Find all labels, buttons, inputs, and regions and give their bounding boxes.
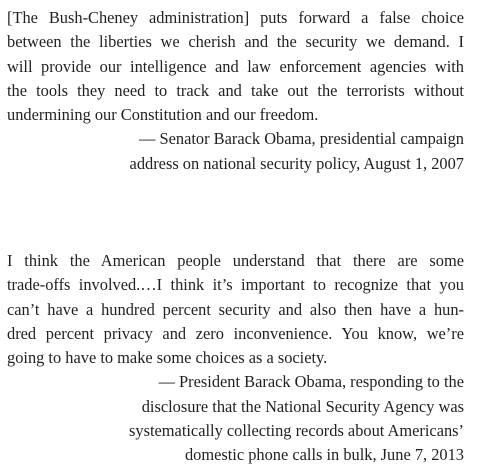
attribution-line: disclosure that the National Security Ag… xyxy=(141,396,464,416)
quote-line: going to have to make some choices as a … xyxy=(7,348,328,368)
attribution-line: — President Barack Obama, responding to … xyxy=(158,372,464,392)
quote-line: the tools they need to track and take ou… xyxy=(7,80,464,100)
quote-line: dred percent privacy and zero inconvenie… xyxy=(7,323,464,343)
quote-attribution: — President Barack Obama, responding to … xyxy=(7,370,464,467)
quote-line: undermining our Constitution and our fre… xyxy=(7,105,319,125)
attribution-line: — Senator Barack Obama, presidential cam… xyxy=(139,129,464,149)
attribution-line: systematically collecting records about … xyxy=(129,421,464,441)
quote-line: between the liberties we cherish and the… xyxy=(7,32,464,52)
attribution-line: address on national security policy, Aug… xyxy=(129,153,464,173)
quote-text: [The Bush-Cheney administration] puts fo… xyxy=(7,6,464,127)
attribution-line: domestic phone calls in bulk, June 7, 20… xyxy=(184,445,464,465)
quote-text: I think the American people understand t… xyxy=(7,249,464,370)
quote-line: will provide our intelligence and law en… xyxy=(7,56,464,76)
quote-attribution: — Senator Barack Obama, presidential cam… xyxy=(7,127,464,176)
quote-line: can’t have a hundred percent security an… xyxy=(7,299,464,319)
quote-line: I think the American people understand t… xyxy=(7,251,464,270)
epigraph-quote-2007: [The Bush-Cheney administration] puts fo… xyxy=(7,6,464,176)
epigraph-quote-2013: I think the American people understand t… xyxy=(7,249,464,468)
quote-line: trade-offs involved.…I think it’s import… xyxy=(7,275,464,295)
quote-line: [The Bush-Cheney administration] puts fo… xyxy=(7,8,464,27)
